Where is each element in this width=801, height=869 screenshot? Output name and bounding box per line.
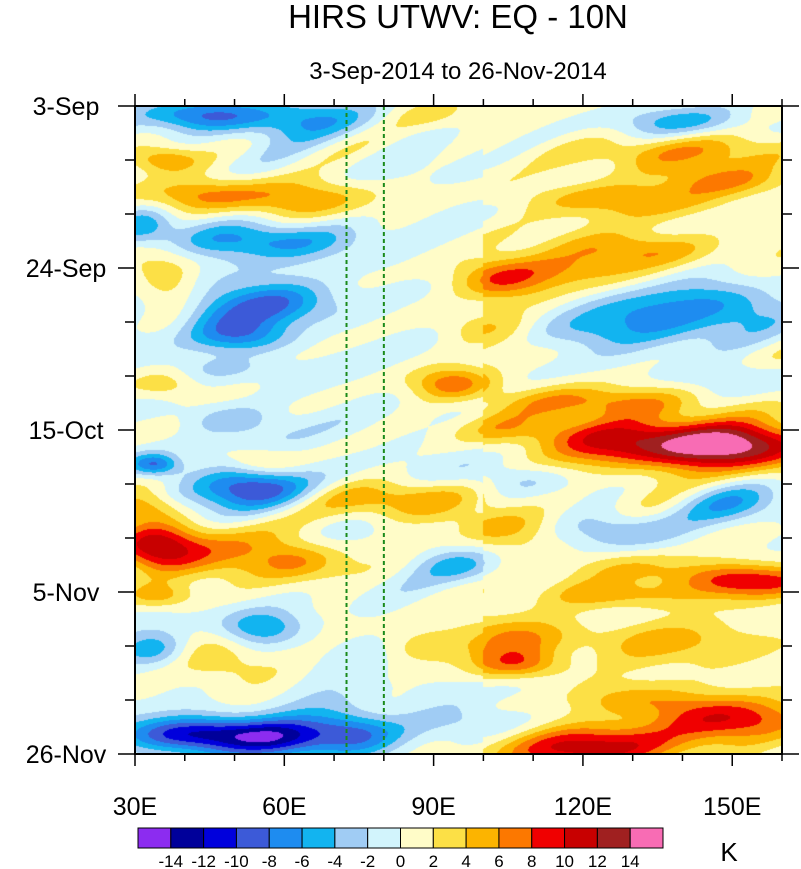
colorbar-level-label: 0 — [396, 852, 405, 869]
colorbar-swatch — [301, 827, 336, 849]
x-tick-label: 90E — [411, 793, 455, 821]
x-tick-label: 120E — [554, 793, 612, 821]
colorbar-swatch — [367, 827, 401, 849]
colorbar-level-label: 6 — [494, 852, 503, 869]
colorbar-level-label: -12 — [191, 852, 216, 869]
colorbar-level-label: 14 — [621, 852, 640, 869]
colorbar-swatch — [235, 827, 270, 849]
chart-title: HIRS UTWV: EQ - 10N — [288, 0, 628, 35]
colorbar-swatch — [400, 827, 434, 849]
colorbar-level-label: -10 — [224, 852, 249, 869]
colorbar-level-label: 8 — [527, 852, 536, 869]
colorbar-level-label: -2 — [360, 852, 375, 869]
colorbar-swatch — [432, 827, 467, 849]
colorbar-level-label: -6 — [295, 852, 310, 869]
colorbar-level-label: 4 — [461, 852, 470, 869]
y-tick-label: 26-Nov — [26, 741, 107, 769]
y-tick-label: 15-Oct — [28, 417, 103, 445]
x-tick-label: 60E — [262, 793, 306, 821]
colorbar-level-label: 2 — [429, 852, 438, 869]
colorbar-unit-label: K — [720, 837, 738, 867]
colorbar: -14 -12 -10 -8 -6 -4 -2 0 2 4 6 8 10 12 14 — [137, 827, 664, 869]
colorbar-swatch — [334, 827, 369, 849]
colorbar-swatch — [629, 827, 664, 849]
colorbar-swatch — [203, 827, 237, 849]
heatmap-layer — [135, 106, 782, 754]
colorbar-swatch — [531, 827, 566, 849]
x-tick-label: 30E — [113, 793, 157, 821]
colorbar-level-label: -4 — [327, 852, 342, 869]
colorbar-level-label: 12 — [588, 852, 607, 869]
colorbar-level-label: -14 — [159, 852, 184, 869]
colorbar-swatch — [137, 827, 172, 849]
y-tick-label: 3-Sep — [33, 93, 100, 121]
colorbar-swatch — [465, 827, 500, 849]
colorbar-swatch — [170, 827, 205, 849]
x-tick-label: 150E — [703, 793, 761, 821]
colorbar-swatch — [596, 827, 631, 849]
colorbar-level-label: -8 — [262, 852, 277, 869]
chart-subtitle: 3-Sep-2014 to 26-Nov-2014 — [309, 58, 607, 85]
colorbar-level-label: 10 — [555, 852, 574, 869]
axis-ticks: 30E 60E 90E 120E 150E 3-Sep 24-Sep 15-Oct 5-Nov 2… — [26, 93, 799, 821]
colorbar-swatch — [498, 827, 533, 849]
y-tick-label: 5-Nov — [33, 579, 100, 607]
reference-lines — [345, 106, 385, 754]
y-tick-label: 24-Sep — [26, 255, 107, 283]
colorbar-swatch — [268, 827, 303, 849]
colorbar-swatch — [564, 827, 598, 849]
heatmap-image — [135, 106, 782, 754]
